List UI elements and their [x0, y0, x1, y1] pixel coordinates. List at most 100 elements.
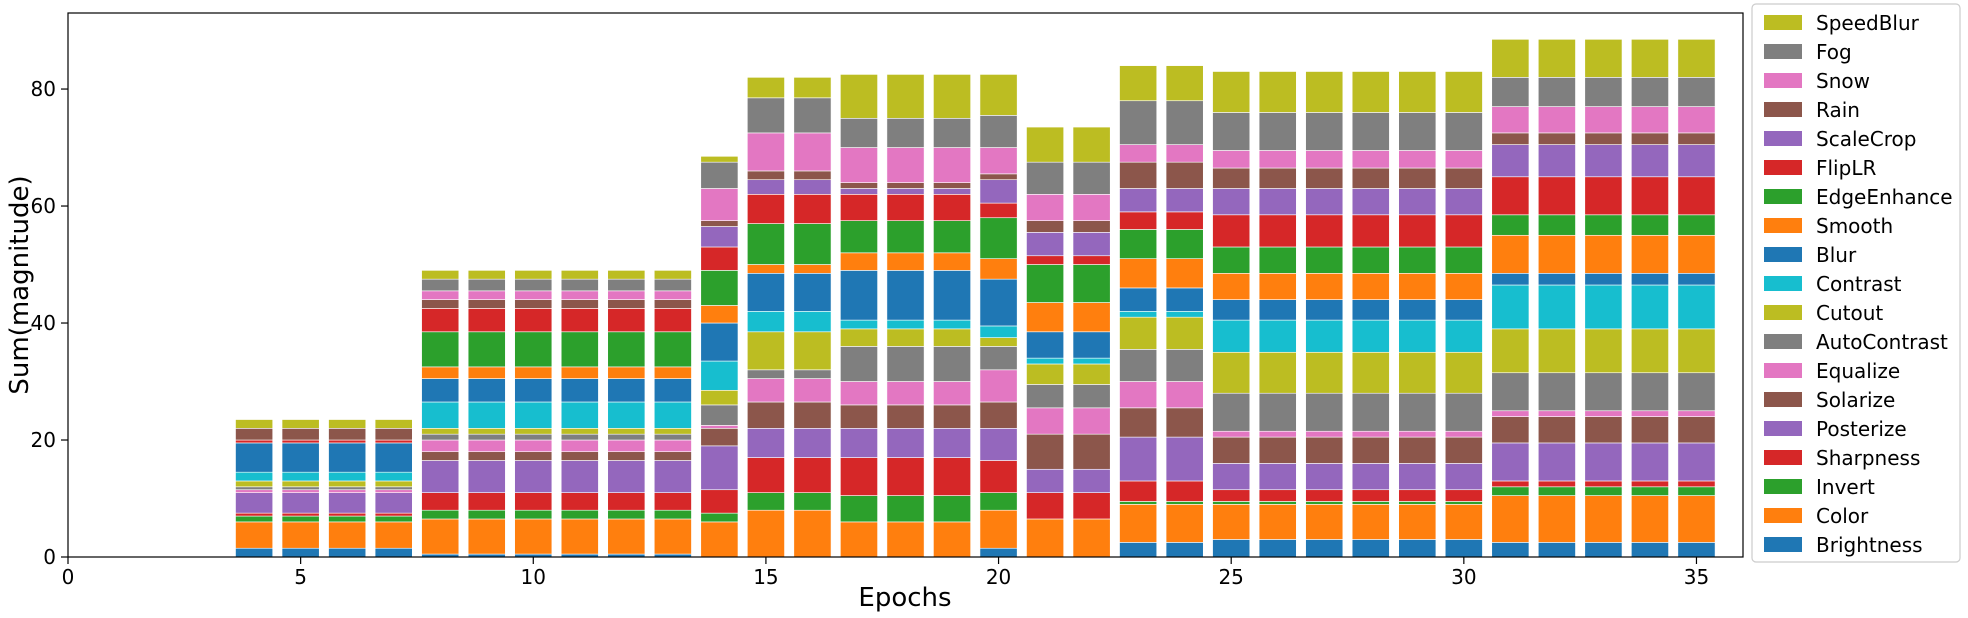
bar-sharpness-epoch-10 [514, 492, 553, 511]
bar-rain-epoch-33 [1584, 132, 1623, 145]
bar-equalize-epoch-21 [1026, 407, 1064, 435]
bar-autocontrast-epoch-6 [328, 486, 367, 491]
legend-swatch-blur [1764, 247, 1802, 262]
legend-label-snow: Snow [1816, 69, 1870, 93]
bar-contrast-epoch-31 [1491, 284, 1530, 330]
bar-fog-epoch-14 [700, 161, 739, 189]
bar-scalecrop-epoch-25 [1212, 188, 1251, 216]
bar-contrast-epoch-12 [607, 401, 646, 429]
bar-blur-epoch-21 [1026, 331, 1064, 359]
bar-fliplr-epoch-22 [1072, 255, 1111, 265]
bar-brightness-epoch-5 [281, 547, 320, 558]
bar-edgeenhance-epoch-31 [1491, 214, 1530, 236]
bar-speedblur-epoch-25 [1212, 71, 1251, 113]
bar-edgeenhance-epoch-24 [1165, 229, 1204, 259]
bar-autocontrast-epoch-28 [1351, 392, 1390, 432]
bar-equalize-epoch-12 [607, 439, 646, 453]
bar-brightness-epoch-20 [979, 547, 1018, 558]
bar-contrast-epoch-28 [1351, 319, 1390, 353]
bar-smooth-epoch-34 [1631, 234, 1669, 274]
bar-autocontrast-epoch-13 [653, 433, 692, 441]
bar-fog-epoch-24 [1165, 100, 1204, 145]
legend-label-scalecrop: ScaleCrop [1816, 127, 1917, 151]
x-tick-label: 0 [62, 565, 75, 589]
bar-brightness-epoch-34 [1631, 542, 1669, 558]
bar-snow-epoch-8 [421, 290, 460, 300]
bar-scalecrop-epoch-18 [886, 188, 925, 195]
bar-solarize-epoch-12 [607, 451, 646, 461]
bar-fliplr-epoch-29 [1398, 214, 1437, 248]
bar-invert-epoch-33 [1584, 486, 1623, 496]
bar-snow-epoch-14 [700, 188, 739, 221]
bar-sharpness-epoch-19 [933, 457, 971, 496]
bar-edgeenhance-epoch-21 [1026, 264, 1064, 303]
bar-cutout-epoch-33 [1584, 328, 1623, 374]
bar-equalize-epoch-30 [1444, 430, 1483, 438]
legend-frame [1751, 3, 1961, 563]
bar-rain-epoch-10 [514, 299, 553, 309]
x-axis-label: Epochs [858, 583, 951, 613]
bar-cutout-epoch-8 [421, 428, 460, 435]
bar-autocontrast-epoch-32 [1537, 372, 1576, 412]
bar-autocontrast-epoch-29 [1398, 392, 1437, 432]
bar-contrast-epoch-15 [747, 311, 785, 333]
bar-cutout-epoch-28 [1351, 351, 1390, 394]
bar-scalecrop-epoch-30 [1444, 188, 1483, 216]
bar-solarize-epoch-28 [1351, 436, 1390, 464]
bar-edgeenhance-epoch-10 [514, 331, 553, 368]
bar-contrast-epoch-26 [1258, 319, 1297, 353]
bar-invert-epoch-12 [607, 509, 646, 520]
bar-fog-epoch-19 [933, 117, 971, 148]
bar-sharpness-epoch-28 [1351, 489, 1390, 502]
bar-posterize-epoch-18 [886, 428, 925, 458]
bar-solarize-epoch-16 [793, 401, 832, 429]
bar-posterize-epoch-4 [235, 492, 274, 514]
bar-posterize-epoch-27 [1305, 463, 1344, 491]
bar-smooth-epoch-11 [560, 366, 599, 379]
bar-cutout-epoch-27 [1305, 351, 1344, 394]
bar-fog-epoch-13 [653, 278, 692, 292]
bar-snow-epoch-10 [514, 290, 553, 300]
bar-contrast-epoch-34 [1631, 284, 1669, 330]
bar-rain-epoch-25 [1212, 167, 1251, 189]
bar-autocontrast-epoch-4 [235, 486, 274, 491]
bar-equalize-epoch-5 [281, 489, 320, 493]
x-tick-label: 35 [1684, 565, 1709, 589]
bar-fliplr-epoch-28 [1351, 214, 1390, 248]
legend-label-solarize: Solarize [1816, 388, 1895, 412]
legend-label-autocontrast: AutoContrast [1816, 330, 1948, 354]
bar-blur-epoch-11 [560, 378, 599, 403]
bar-speedblur-epoch-27 [1305, 71, 1344, 113]
bar-contrast-epoch-17 [840, 319, 878, 330]
bar-sharpness-epoch-13 [653, 492, 692, 511]
bar-fliplr-epoch-4 [235, 439, 274, 444]
bar-posterize-epoch-20 [979, 428, 1018, 461]
bar-equalize-epoch-18 [886, 381, 925, 406]
bar-speedblur-epoch-14 [700, 156, 739, 163]
bar-color-epoch-34 [1631, 495, 1669, 543]
x-tick-label: 5 [294, 565, 307, 589]
x-tick-label: 30 [1451, 565, 1476, 589]
bar-fog-epoch-22 [1072, 161, 1111, 195]
bar-scalecrop-epoch-28 [1351, 188, 1390, 216]
bar-color-epoch-10 [514, 518, 553, 555]
legend-swatch-snow [1764, 73, 1802, 88]
bar-rain-epoch-22 [1072, 220, 1111, 233]
bar-equalize-epoch-32 [1537, 410, 1576, 417]
bar-blur-epoch-16 [793, 273, 832, 312]
bar-edgeenhance-epoch-20 [979, 217, 1018, 259]
bar-cutout-epoch-29 [1398, 351, 1437, 394]
bar-invert-epoch-4 [235, 515, 274, 523]
bar-cutout-epoch-6 [328, 480, 367, 488]
legend-label-posterize: Posterize [1816, 417, 1907, 441]
bar-smooth-epoch-22 [1072, 302, 1111, 333]
legend-swatch-contrast [1764, 276, 1802, 291]
y-axis-label: Sum(magnitude) [5, 175, 35, 394]
bar-brightness-epoch-27 [1305, 539, 1344, 558]
bar-fog-epoch-34 [1631, 77, 1669, 107]
bar-sharpness-epoch-9 [467, 492, 506, 511]
bar-invert-epoch-14 [700, 512, 739, 523]
bar-speedblur-epoch-7 [374, 419, 413, 429]
bar-snow-epoch-28 [1351, 150, 1390, 169]
bar-contrast-epoch-20 [979, 325, 1018, 338]
